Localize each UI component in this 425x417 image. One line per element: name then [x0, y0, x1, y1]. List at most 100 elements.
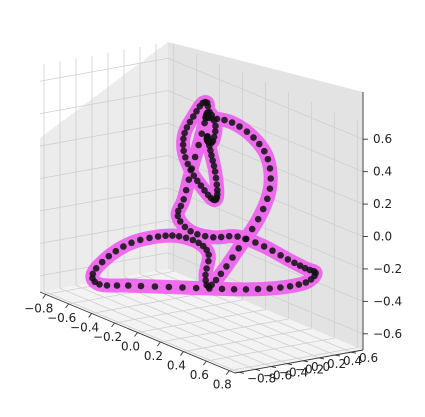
data-point — [195, 141, 202, 149]
data-point — [182, 186, 190, 194]
data-point — [151, 283, 159, 290]
data-point — [242, 286, 250, 293]
grid-line-z-left — [39, 90, 169, 115]
data-point — [128, 239, 135, 247]
data-point — [186, 118, 194, 126]
y-tick-label: −0.6 — [263, 368, 292, 382]
data-point — [187, 228, 194, 235]
data-point — [201, 232, 209, 240]
data-point — [235, 245, 242, 252]
y-tick-mark — [334, 354, 341, 357]
x-tick-mark — [180, 351, 184, 356]
data-point — [192, 284, 200, 292]
data-point — [254, 215, 262, 223]
data-point — [185, 176, 193, 183]
z-tick-labels: −0.6 −0.4 −0.2 0.0 0.2 0.4 0.6 — [373, 132, 402, 341]
data-point — [195, 239, 202, 247]
data-point — [284, 256, 292, 263]
x-tick-mark — [225, 370, 230, 375]
data-point — [266, 285, 274, 292]
points-layer — [89, 98, 320, 293]
data-point — [154, 233, 162, 240]
data-point — [137, 236, 144, 244]
grid-line-x-floor — [114, 299, 243, 324]
data-point — [183, 124, 191, 131]
y-tick-label: −0.4 — [279, 366, 308, 380]
data-point — [202, 271, 209, 279]
data-point — [243, 128, 251, 135]
x-tick-label: 0.8 — [213, 378, 232, 392]
data-point — [252, 239, 259, 246]
x-tick-label: −0.2 — [93, 330, 122, 344]
x-tick-label: 0.4 — [167, 359, 186, 373]
x-tick-mark — [111, 322, 115, 328]
grid-line-z-left — [39, 219, 169, 244]
y-tick-mark — [350, 351, 357, 354]
x-tick-label: 0.0 — [121, 340, 140, 354]
data-point — [261, 147, 268, 155]
data-point — [204, 102, 212, 110]
z-tick-label: 0.6 — [373, 132, 392, 146]
y-tick-labels: −0.8−0.6−0.4−0.20.00.20.40.6 — [247, 351, 378, 385]
data-point — [125, 282, 132, 289]
y-tick-mark — [254, 368, 261, 371]
grid-line-x-floor — [206, 337, 335, 362]
data-point — [98, 258, 106, 266]
grid-line-y-floor — [91, 282, 288, 365]
y-tick-label: 0.4 — [343, 354, 362, 368]
data-point — [307, 276, 315, 283]
data-point — [255, 140, 263, 148]
grid-line-z-left — [39, 187, 169, 212]
data-point — [250, 134, 257, 141]
data-point — [209, 157, 216, 164]
y-tick-mark — [286, 363, 293, 366]
y-tick-label: −0.8 — [247, 371, 276, 385]
data-point — [165, 283, 173, 291]
data-point — [175, 233, 183, 240]
data-point — [205, 251, 212, 259]
data-point — [89, 270, 97, 278]
data-point — [92, 265, 100, 272]
data-point — [213, 115, 221, 123]
data-point — [207, 147, 214, 154]
data-point — [182, 234, 190, 242]
z-tick-label: −0.6 — [373, 327, 402, 341]
grid-line-x-floor — [229, 347, 358, 372]
grid-line-x-floor — [160, 318, 289, 343]
data-point — [194, 231, 201, 238]
grid-line-y-floor — [107, 279, 304, 362]
data-point — [188, 165, 195, 172]
x-tick-mark — [157, 341, 161, 347]
y-tick-label: 0.0 — [311, 360, 330, 374]
data-point — [277, 284, 284, 291]
data-point — [264, 195, 271, 203]
data-point — [190, 113, 197, 120]
data-point — [230, 286, 238, 293]
data-point — [217, 233, 225, 241]
z-tick-label: 0.2 — [373, 197, 392, 211]
data-point — [182, 154, 189, 161]
z-tick-label: −0.4 — [373, 294, 402, 308]
grid-line-z-left — [39, 57, 169, 82]
data-point — [202, 114, 210, 122]
data-point — [212, 122, 219, 130]
data-point — [208, 281, 215, 289]
grid-line-y-floor — [75, 285, 272, 367]
y-tick-mark — [238, 371, 245, 374]
data-point — [103, 282, 111, 289]
data-point — [254, 285, 262, 293]
y-tick-label: −0.2 — [295, 363, 324, 377]
data-point — [264, 155, 272, 163]
y-tick-mark — [302, 360, 309, 363]
data-point — [113, 282, 121, 289]
y-axis-line — [234, 349, 364, 374]
data-point — [267, 175, 275, 182]
data-point — [197, 182, 205, 189]
data-point — [234, 233, 241, 240]
data-point — [201, 187, 208, 194]
data-point — [242, 235, 249, 243]
grid-line-z-left — [39, 155, 169, 179]
data-point — [162, 232, 169, 239]
y-tick-label: 0.2 — [327, 357, 346, 371]
data-point — [217, 270, 225, 278]
